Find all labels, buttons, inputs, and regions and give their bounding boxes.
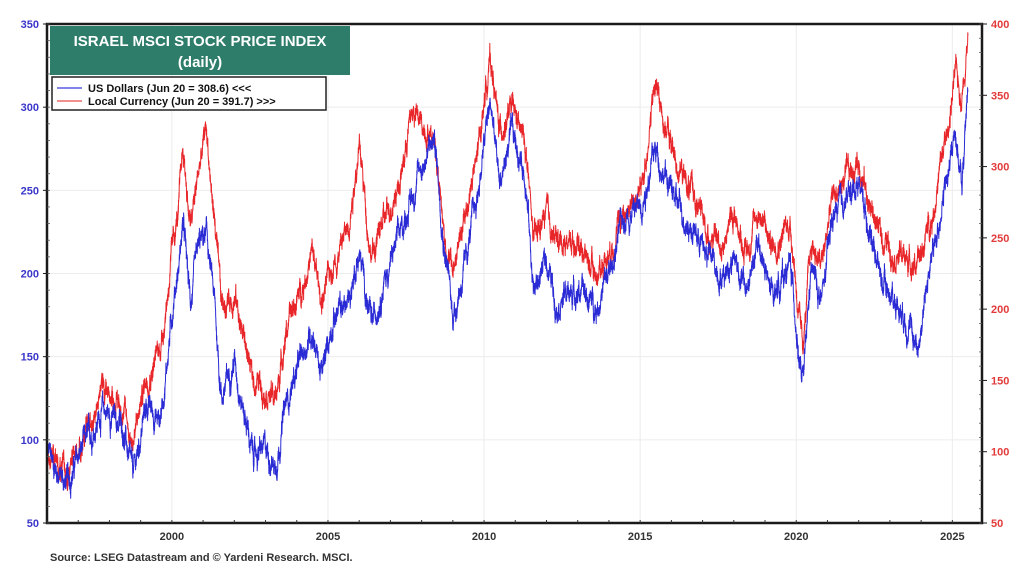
y-tick-left-label: 300 <box>21 102 39 114</box>
y-tick-right-label: 300 <box>991 162 1009 174</box>
title-box: ISRAEL MSCI STOCK PRICE INDEX (daily) <box>50 26 350 75</box>
x-axis: 2000 2005 2010 2015 2020 2025 <box>46 520 965 543</box>
chart-title: ISRAEL MSCI STOCK PRICE INDEX <box>74 33 327 50</box>
y-tick-right-label: 50 <box>991 518 1003 530</box>
x-tick-label: 2015 <box>628 531 652 543</box>
y-tick-right-label: 200 <box>991 304 1009 316</box>
legend-label-usd: US Dollars (Jun 20 = 308.6) <<< <box>88 83 251 95</box>
legend-box <box>51 76 327 111</box>
x-tick-label: 2010 <box>472 531 496 543</box>
series-us-dollars <box>46 87 969 499</box>
y-tick-right-label: 250 <box>991 233 1009 245</box>
y-tick-right-label: 400 <box>991 19 1009 31</box>
legend-label-local: Local Currency (Jun 20 = 391.7) >>> <box>88 96 276 108</box>
right-axis: 50 100 150 200 250 300 350 400 <box>979 19 1009 530</box>
series-local-currency <box>46 32 969 491</box>
y-tick-left-label: 350 <box>21 19 39 31</box>
series-line <box>46 32 969 491</box>
y-tick-left-label: 50 <box>27 518 39 530</box>
x-tick-label: 2005 <box>316 531 340 543</box>
y-tick-right-label: 150 <box>991 375 1009 387</box>
y-tick-left-label: 200 <box>21 269 39 281</box>
title-background <box>50 26 350 75</box>
chart-subtitle: (daily) <box>178 54 222 71</box>
x-tick-label: 2020 <box>784 531 808 543</box>
y-tick-left-label: 150 <box>21 352 39 364</box>
y-tick-left-label: 250 <box>21 185 39 197</box>
source-note: Source: LSEG Datastream and © Yardeni Re… <box>50 552 353 564</box>
series-line <box>46 87 969 499</box>
y-tick-right-label: 350 <box>991 90 1009 102</box>
left-axis: 50 100 150 200 250 300 350 <box>21 19 50 530</box>
x-tick-label: 2000 <box>160 531 184 543</box>
y-tick-left-label: 100 <box>21 435 39 447</box>
legend: US Dollars (Jun 20 = 308.6) <<< Local Cu… <box>51 76 327 111</box>
y-tick-right-label: 100 <box>991 447 1009 459</box>
x-tick-label: 2025 <box>940 531 964 543</box>
